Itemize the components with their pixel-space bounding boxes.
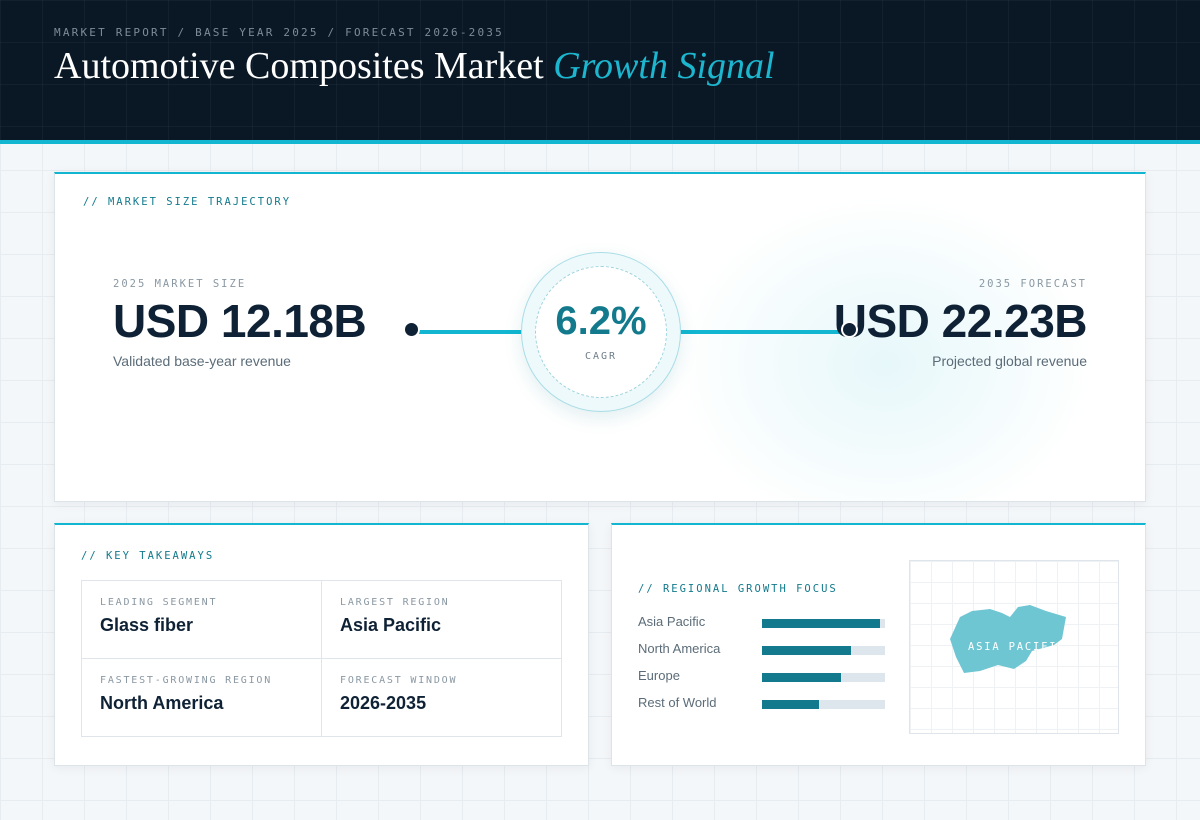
market-size-section-label: // MARKET SIZE TRAJECTORY (83, 196, 292, 208)
takeaway-label: FASTEST-GROWING REGION (100, 675, 273, 686)
region-bar-label: Europe (638, 668, 680, 683)
region-bar-track (762, 673, 885, 682)
market-size-card: // MARKET SIZE TRAJECTORY 2025 MARKET SI… (54, 172, 1146, 502)
trajectory-line-left (412, 330, 527, 334)
grid-divider-horizontal (82, 658, 561, 659)
takeaway-value: 2026-2035 (340, 693, 427, 713)
forecast-value: USD 22.23B (833, 295, 1088, 347)
region-bar-row: North America (638, 641, 888, 657)
cagr-badge: 6.2% CAGR (521, 252, 681, 412)
takeaway-fastest-growing-region: FASTEST-GROWING REGION North America (82, 659, 322, 737)
report-header: MARKET REPORT / BASE YEAR 2025 / FORECAS… (0, 0, 1200, 144)
takeaway-leading-segment: LEADING SEGMENT Glass fiber (82, 581, 322, 659)
takeaway-label: FORECAST WINDOW (340, 675, 458, 686)
key-takeaways-card: // KEY TAKEAWAYS LEADING SEGMENT Glass f… (54, 523, 589, 766)
report-breadcrumb: MARKET REPORT / BASE YEAR 2025 / FORECAS… (54, 26, 504, 39)
forecast-caption: Projected global revenue (932, 353, 1087, 369)
region-bar-track (762, 646, 885, 655)
region-bar-row: Rest of World (638, 695, 888, 711)
key-takeaways-section-label: // KEY TAKEAWAYS (81, 550, 215, 562)
region-bar-row: Asia Pacific (638, 614, 888, 630)
title-main: Automotive Composites Market (54, 45, 544, 87)
cagr-value: 6.2% (555, 299, 647, 343)
region-bar-track (762, 619, 885, 628)
cagr-label: CAGR (584, 351, 618, 362)
asia-pacific-map-shape (950, 605, 1066, 673)
takeaways-grid: LEADING SEGMENT Glass fiber LARGEST REGI… (81, 580, 562, 737)
takeaway-largest-region: LARGEST REGION Asia Pacific (322, 581, 562, 659)
takeaway-value: North America (100, 693, 224, 713)
map-region-label: ASIA PACIFIC (968, 641, 1066, 653)
region-bar-fill (762, 673, 841, 682)
forecast-label: 2035 FORECAST (978, 278, 1087, 290)
region-bar-fill (762, 619, 881, 628)
takeaway-value: Glass fiber (100, 615, 194, 635)
region-bar-label: North America (638, 641, 721, 656)
regional-section-label: // REGIONAL GROWTH FOCUS (638, 583, 838, 595)
trajectory-line-right (675, 330, 851, 334)
takeaway-label: LEADING SEGMENT (100, 597, 218, 608)
page-title: Automotive Composites Market Growth Sign… (54, 44, 775, 88)
base-point-marker (403, 321, 420, 338)
takeaway-forecast-window: FORECAST WINDOW 2026-2035 (322, 659, 562, 737)
base-year-value: USD 12.18B (113, 295, 367, 347)
regional-growth-card: // REGIONAL GROWTH FOCUS Asia Pacific No… (611, 523, 1146, 766)
background-glow (675, 194, 1095, 501)
title-accent: Growth Signal (553, 45, 775, 87)
region-bar-fill (762, 700, 819, 709)
region-bar-label: Rest of World (638, 695, 717, 710)
region-bar-label: Asia Pacific (638, 614, 706, 629)
region-bar-fill (762, 646, 851, 655)
takeaway-label: LARGEST REGION (340, 597, 450, 608)
forecast-point-marker (841, 321, 858, 338)
takeaway-value: Asia Pacific (340, 615, 442, 635)
region-map: ASIA PACIFIC (909, 560, 1119, 734)
base-year-caption: Validated base-year revenue (113, 353, 291, 369)
region-bar-row: Europe (638, 668, 888, 684)
base-year-label: 2025 MARKET SIZE (113, 278, 247, 290)
cagr-badge-inner: 6.2% CAGR (535, 266, 667, 398)
region-bar-track (762, 700, 885, 709)
